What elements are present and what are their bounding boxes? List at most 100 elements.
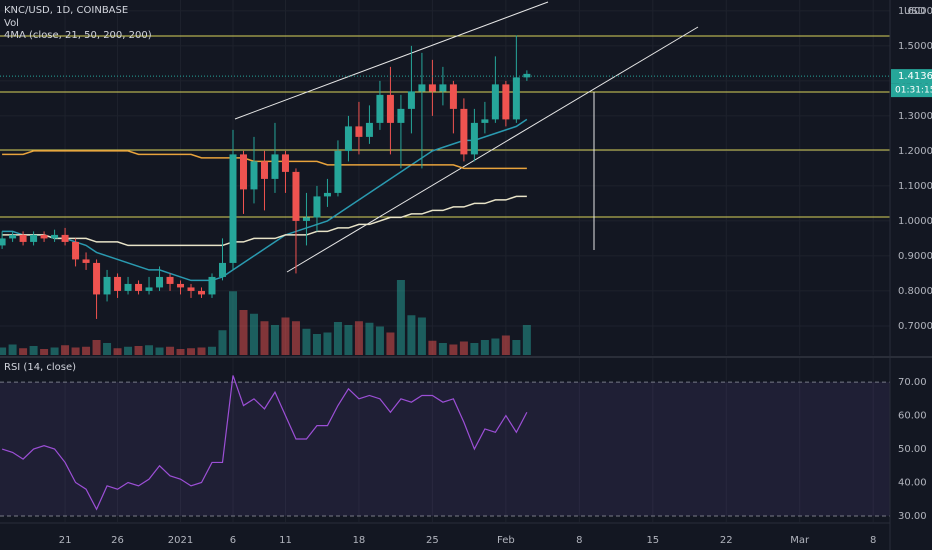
rsi-line (1, 375, 528, 511)
x-tick-label: 8 (576, 535, 582, 546)
volume-bar (19, 348, 28, 355)
currency-label: USD (904, 6, 926, 17)
volume-bar (354, 321, 363, 355)
countdown-label: 01:31:15 (895, 86, 932, 96)
candle-body (208, 276, 216, 295)
volume-bar (491, 338, 500, 355)
volume (0, 280, 531, 355)
candle-body (512, 77, 520, 120)
candle-body (344, 126, 352, 151)
volume-bar (124, 346, 133, 355)
volume-bar (50, 347, 59, 355)
candle-body (72, 241, 80, 260)
candle-body (9, 234, 17, 239)
candle-body (0, 238, 6, 246)
candle-body (93, 262, 101, 295)
candle-body (135, 283, 143, 291)
volume-bar (417, 317, 426, 355)
volume-bar (407, 315, 416, 355)
ma-label: 4MA (close, 21, 50, 200, 200) (4, 30, 152, 41)
candle-body (51, 234, 59, 239)
candle-body (428, 84, 436, 92)
candle-body (114, 276, 122, 291)
candle-body (145, 287, 153, 291)
candle-body (334, 150, 342, 193)
volume-bar (270, 325, 279, 355)
volume-bar (333, 322, 342, 355)
volume-bar (239, 310, 248, 355)
candle-body (198, 290, 206, 295)
candle-body (302, 217, 310, 221)
volume-bar (291, 321, 300, 355)
volume-bar (82, 346, 91, 355)
candle-body (470, 122, 478, 155)
candle-body (323, 192, 331, 197)
volume-bar (218, 330, 227, 355)
volume-bar (386, 332, 395, 355)
volume-bar (197, 347, 206, 355)
x-tick-label: 21 (59, 535, 72, 546)
volume-bar (8, 344, 17, 355)
candle-body (260, 161, 268, 179)
candle-body (407, 91, 415, 109)
volume-bar (312, 334, 321, 355)
y-tick-label: 0.9000 (898, 251, 932, 262)
y-tick-label: 0.8000 (898, 286, 932, 297)
candle-body (124, 283, 132, 291)
candle-body (40, 234, 48, 239)
volume-bar (187, 348, 196, 355)
rsi-tick-label: 40.00 (898, 478, 927, 489)
candle-body (292, 171, 300, 221)
volume-bar (470, 343, 479, 355)
moving-average (2, 118, 528, 282)
candle-body (502, 84, 510, 120)
volume-bar (103, 343, 112, 355)
candle-body (61, 234, 69, 242)
candle-body (481, 119, 489, 123)
candle-body (229, 154, 237, 263)
volume-bar (155, 347, 164, 355)
countdown-box (891, 83, 932, 98)
volume-label: Vol (4, 18, 19, 29)
volume-bar (323, 332, 332, 355)
candle-body (19, 234, 27, 242)
candle-body (376, 94, 384, 123)
rsi-tick-label: 50.00 (898, 444, 927, 455)
volume-bar (501, 335, 510, 355)
candle-body (30, 234, 38, 242)
y-tick-label: 1.1000 (898, 181, 932, 192)
x-tick-label: 25 (426, 535, 439, 546)
symbol-title: KNC/USD, 1D, COINBASE (4, 5, 128, 16)
volume-bar (0, 347, 7, 355)
candle-body (281, 154, 289, 172)
y-tick-label: 0.7000 (898, 321, 932, 332)
volume-bar (522, 325, 531, 355)
candle-body (460, 108, 468, 155)
rsi-tick-label: 30.00 (898, 511, 927, 522)
y-tick-label: 1.2000 (898, 146, 932, 157)
candle-body (386, 94, 394, 123)
rsi-band (0, 382, 890, 516)
volume-bar (134, 346, 143, 355)
y-tick-label: 1.0000 (898, 216, 932, 227)
volume-bar (396, 280, 405, 355)
candle-body (156, 276, 164, 288)
candle-body (449, 84, 457, 109)
candle-body (397, 108, 405, 123)
volume-bar (449, 344, 458, 355)
x-tick-label: Feb (497, 535, 515, 546)
rsi-pane (0, 375, 890, 517)
trend-line (234, 1, 549, 120)
volume-bar (113, 348, 122, 355)
volume-bar (512, 340, 521, 355)
volume-bar (176, 349, 185, 355)
price-pane (0, 35, 890, 319)
y-tick-label: 1.3000 (898, 111, 932, 122)
axes: 21 26 2021 6 11 18 25 Feb 8 15 22 Mar 8 0.7000 0.8000 0… (59, 6, 932, 546)
rsi-label: RSI (14, close) (4, 362, 76, 373)
candle-body (491, 84, 499, 120)
x-tick-label: Mar (790, 535, 810, 546)
volume-bar (260, 321, 269, 355)
